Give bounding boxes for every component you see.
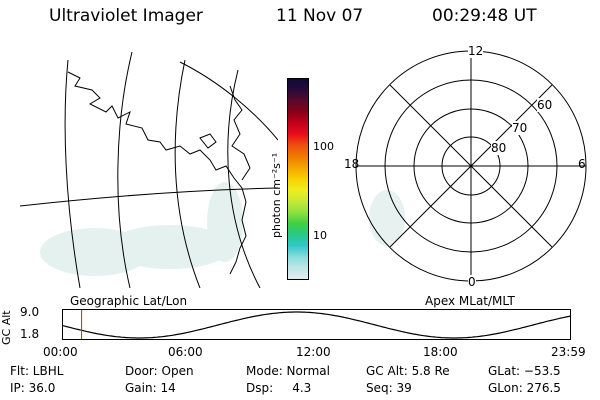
glon-value: GLon: 276.5	[488, 381, 561, 395]
mlat-label-70: 70	[512, 121, 528, 135]
latitude-line	[20, 187, 278, 207]
colorbar-tick-10: 10	[313, 229, 327, 242]
time-tick-1200: 12:00	[296, 345, 331, 359]
aurora-emission	[40, 182, 243, 276]
time-label: 00:29:48 UT	[432, 6, 537, 26]
filter-value: Flt: LBHL	[10, 364, 64, 378]
glat-value: GLat: −53.5	[488, 364, 561, 378]
mlt-label-18: 18	[344, 157, 360, 171]
coastline	[67, 71, 247, 275]
mlat-label-80: 80	[491, 141, 507, 155]
time-tick-2359: 23:59	[551, 345, 586, 359]
mlt-label-12: 12	[468, 44, 484, 58]
mlt-label-6: 6	[578, 157, 586, 171]
time-tick-1800: 18:00	[423, 345, 458, 359]
door-value: Door: Open	[125, 364, 194, 378]
altitude-ylabel: GC Alt	[0, 310, 13, 345]
date-label: 11 Nov 07	[276, 6, 364, 26]
instrument-title: Ultraviolet Imager	[49, 6, 203, 26]
island	[199, 133, 217, 149]
colorbar	[287, 78, 309, 280]
polar-plot	[355, 50, 587, 282]
coastline-east	[229, 85, 251, 181]
mlat-label-60: 60	[537, 98, 553, 112]
time-tick-0600: 06:00	[168, 345, 203, 359]
altitude-curve	[62, 311, 572, 339]
gain-value: Gain: 14	[125, 381, 176, 395]
colorbar-gradient	[288, 79, 308, 279]
diagonal-2	[389, 84, 553, 248]
time-tick-0000: 00:00	[43, 345, 78, 359]
dsp-value: Dsp: 4.3	[246, 381, 312, 395]
mlt-label-0: 0	[468, 275, 476, 289]
gc-alt-value: GC Alt: 5.8 Re	[366, 364, 450, 378]
ip-value: IP: 36.0	[10, 381, 56, 395]
geographic-panel-label: Geographic Lat/Lon	[70, 294, 188, 308]
altitude-ytick-max: 9.0	[20, 305, 40, 319]
mode-value: Mode: Normal	[246, 364, 330, 378]
altitude-plot-frame	[62, 309, 571, 340]
altitude-plot	[62, 309, 572, 340]
seq-value: Seq: 39	[366, 381, 412, 395]
colorbar-tick-100: 100	[313, 140, 334, 153]
latitude-arc	[179, 61, 278, 141]
colorbar-unit-label: photon cm⁻²s⁻¹	[270, 152, 283, 238]
apex-panel-label: Apex MLat/MLT	[425, 294, 515, 308]
altitude-ytick-min: 1.8	[20, 327, 40, 341]
longitude-lines	[64, 51, 261, 288]
geographic-map	[20, 51, 278, 288]
aurora-emission-polar	[369, 190, 405, 246]
